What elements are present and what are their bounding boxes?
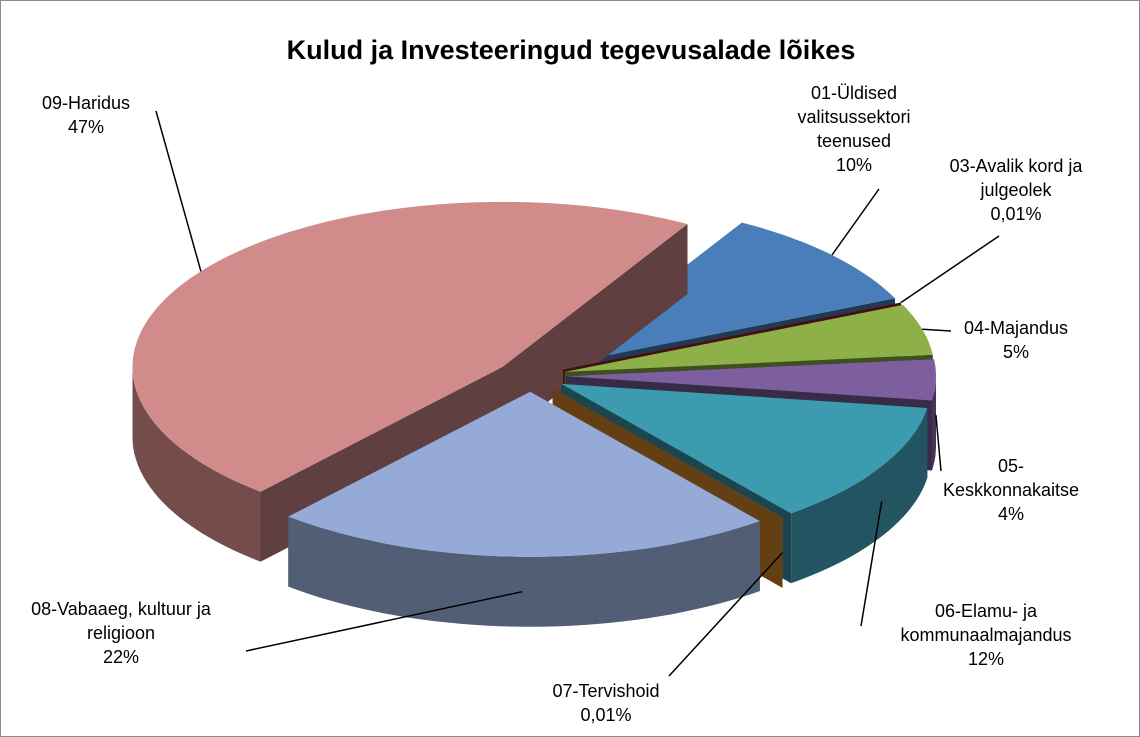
data-label: 08-Vabaaeg, kultuur ja religioon 22% bbox=[26, 597, 216, 669]
slice bbox=[552, 388, 783, 518]
leader-line bbox=[935, 414, 942, 472]
slice-wall bbox=[132, 366, 261, 562]
value-label: 0,01% bbox=[990, 204, 1042, 224]
leader-line bbox=[831, 188, 880, 256]
slice bbox=[132, 201, 688, 492]
slice-wall bbox=[288, 516, 760, 627]
category-label: 08-Vabaaeg, kultuur ja religioon bbox=[31, 599, 211, 643]
value-label: 4% bbox=[997, 504, 1024, 524]
category-label: 04-Majandus bbox=[963, 318, 1069, 338]
leader-line bbox=[245, 590, 523, 652]
data-label: 03-Avalik kord ja julgeolek 0,01% bbox=[941, 154, 1091, 226]
leader-line bbox=[668, 552, 783, 677]
value-label: 47% bbox=[67, 117, 105, 137]
slice-wall bbox=[932, 376, 936, 471]
value-label: 5% bbox=[1002, 342, 1029, 362]
data-label: 06-Elamu- ja kommunaalmajandus 12% bbox=[886, 599, 1086, 671]
slice-wall bbox=[791, 408, 928, 584]
chart-title: Kulud ja Investeeringud tegevusalade lõi… bbox=[287, 35, 856, 65]
slice bbox=[557, 222, 895, 366]
leader-line bbox=[900, 235, 1000, 304]
category-label: 01-Üldised valitsussektori teenused bbox=[797, 83, 911, 151]
data-label: 01-Üldised valitsussektori teenused 10% bbox=[779, 81, 929, 177]
value-label: 22% bbox=[102, 647, 140, 667]
value-label: 10% bbox=[835, 155, 873, 175]
category-label: 09-Haridus bbox=[41, 93, 131, 113]
leader-line bbox=[922, 328, 952, 332]
slice bbox=[288, 391, 760, 557]
leader-line bbox=[155, 110, 202, 272]
slice bbox=[566, 359, 936, 401]
category-label: 05-Keskkonnakaitse bbox=[942, 456, 1080, 500]
data-label: 04-Majandus 5% bbox=[956, 316, 1076, 364]
category-label: 06-Elamu- ja kommunaalmajandus bbox=[900, 601, 1072, 645]
slice-side bbox=[502, 224, 688, 437]
data-label: 09-Haridus 47% bbox=[16, 91, 156, 139]
slice bbox=[561, 383, 928, 514]
data-label: 07-Tervishoid 0,01% bbox=[526, 679, 686, 727]
slice bbox=[563, 302, 902, 370]
category-label: 03-Avalik kord ja julgeolek bbox=[949, 156, 1083, 200]
category-label: 07-Tervishoid bbox=[552, 681, 660, 701]
leader-line bbox=[860, 501, 883, 627]
value-label: 12% bbox=[967, 649, 1005, 669]
slice bbox=[564, 304, 933, 372]
data-label: 05-Keskkonnakaitse 4% bbox=[931, 454, 1091, 526]
value-label: 0,01% bbox=[580, 705, 632, 725]
